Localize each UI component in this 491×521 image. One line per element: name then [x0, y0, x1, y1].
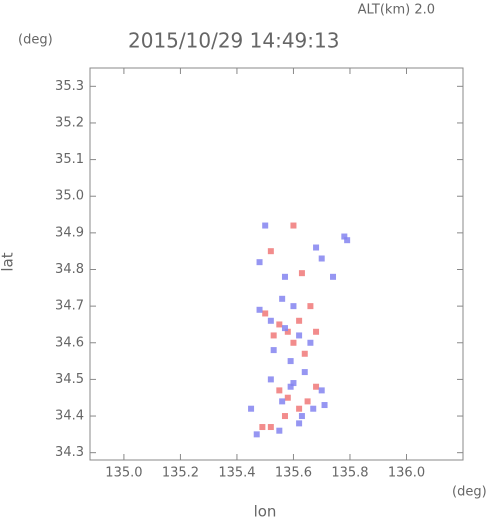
- echo-point: [284, 394, 291, 401]
- y-tick-label: 34.6: [55, 335, 84, 350]
- x-tick-label: 135.4: [218, 466, 255, 481]
- echo-point: [307, 339, 314, 346]
- x-tick-label: 135.8: [331, 466, 368, 481]
- y-axis-label: lat: [0, 252, 17, 271]
- y-tick-label: 34.8: [55, 262, 84, 277]
- echo-point: [318, 387, 325, 394]
- echo-point: [259, 424, 266, 431]
- y-unit: (deg): [18, 33, 53, 48]
- y-tick-label: 35.1: [55, 152, 84, 167]
- echo-point: [267, 424, 274, 431]
- x-tick-label: 135.6: [275, 466, 312, 481]
- echo-point: [284, 328, 291, 335]
- y-tick-label: 35.3: [55, 79, 84, 94]
- echo-point: [262, 310, 269, 317]
- echo-point: [313, 383, 320, 390]
- y-tick-label: 35.0: [55, 189, 84, 204]
- echo-point: [298, 413, 305, 420]
- echo-point: [276, 387, 283, 394]
- echo-point: [344, 237, 351, 244]
- echo-point: [307, 303, 314, 310]
- echo-point: [330, 273, 337, 280]
- echo-point: [267, 317, 274, 324]
- echo-point: [296, 405, 303, 412]
- y-tick-label: 34.5: [55, 372, 84, 387]
- echo-point: [270, 332, 277, 339]
- echo-point: [281, 273, 288, 280]
- echo-point: [301, 350, 308, 357]
- echo-point: [253, 431, 260, 438]
- echo-point: [301, 369, 308, 376]
- y-tick-label: 34.4: [55, 409, 84, 424]
- echo-point: [290, 222, 297, 229]
- echo-point: [341, 233, 348, 240]
- echo-point: [276, 321, 283, 328]
- x-tick-label: 136.0: [388, 466, 425, 481]
- echo-point: [290, 303, 297, 310]
- x-axis-label: lon: [254, 503, 277, 521]
- echo-point: [279, 295, 286, 302]
- y-tick-label: 34.7: [55, 299, 84, 314]
- y-tick-label: 34.9: [55, 225, 84, 240]
- echo-point: [296, 332, 303, 339]
- echo-point: [298, 270, 305, 277]
- echo-point: [287, 383, 294, 390]
- echo-point: [313, 244, 320, 251]
- y-tick-label: 35.2: [55, 115, 84, 130]
- echo-point: [304, 398, 311, 405]
- echo-point: [256, 306, 263, 313]
- echo-point: [281, 413, 288, 420]
- echo-point: [267, 248, 274, 255]
- echo-point: [318, 255, 325, 262]
- echo-point: [281, 325, 288, 332]
- echo-point: [262, 222, 269, 229]
- echo-point: [296, 420, 303, 427]
- echo-point: [276, 427, 283, 434]
- echo-point: [270, 347, 277, 354]
- echo-point: [310, 405, 317, 412]
- echo-point: [287, 358, 294, 365]
- plot-frame: [89, 67, 464, 461]
- echo-point: [248, 405, 255, 412]
- x-tick-label: 135.0: [105, 466, 142, 481]
- echo-point: [267, 376, 274, 383]
- echo-point: [321, 402, 328, 409]
- echo-point: [313, 328, 320, 335]
- altitude-label: ALT(km) 2.0: [358, 3, 435, 18]
- echo-point: [296, 317, 303, 324]
- echo-point: [256, 259, 263, 266]
- x-unit: (deg): [452, 485, 487, 500]
- chart-title: 2015/10/29 14:49:13: [128, 29, 339, 53]
- echo-point: [290, 380, 297, 387]
- echo-point: [279, 398, 286, 405]
- y-tick-label: 34.3: [55, 445, 84, 460]
- x-tick-label: 135.2: [162, 466, 199, 481]
- echo-point: [290, 339, 297, 346]
